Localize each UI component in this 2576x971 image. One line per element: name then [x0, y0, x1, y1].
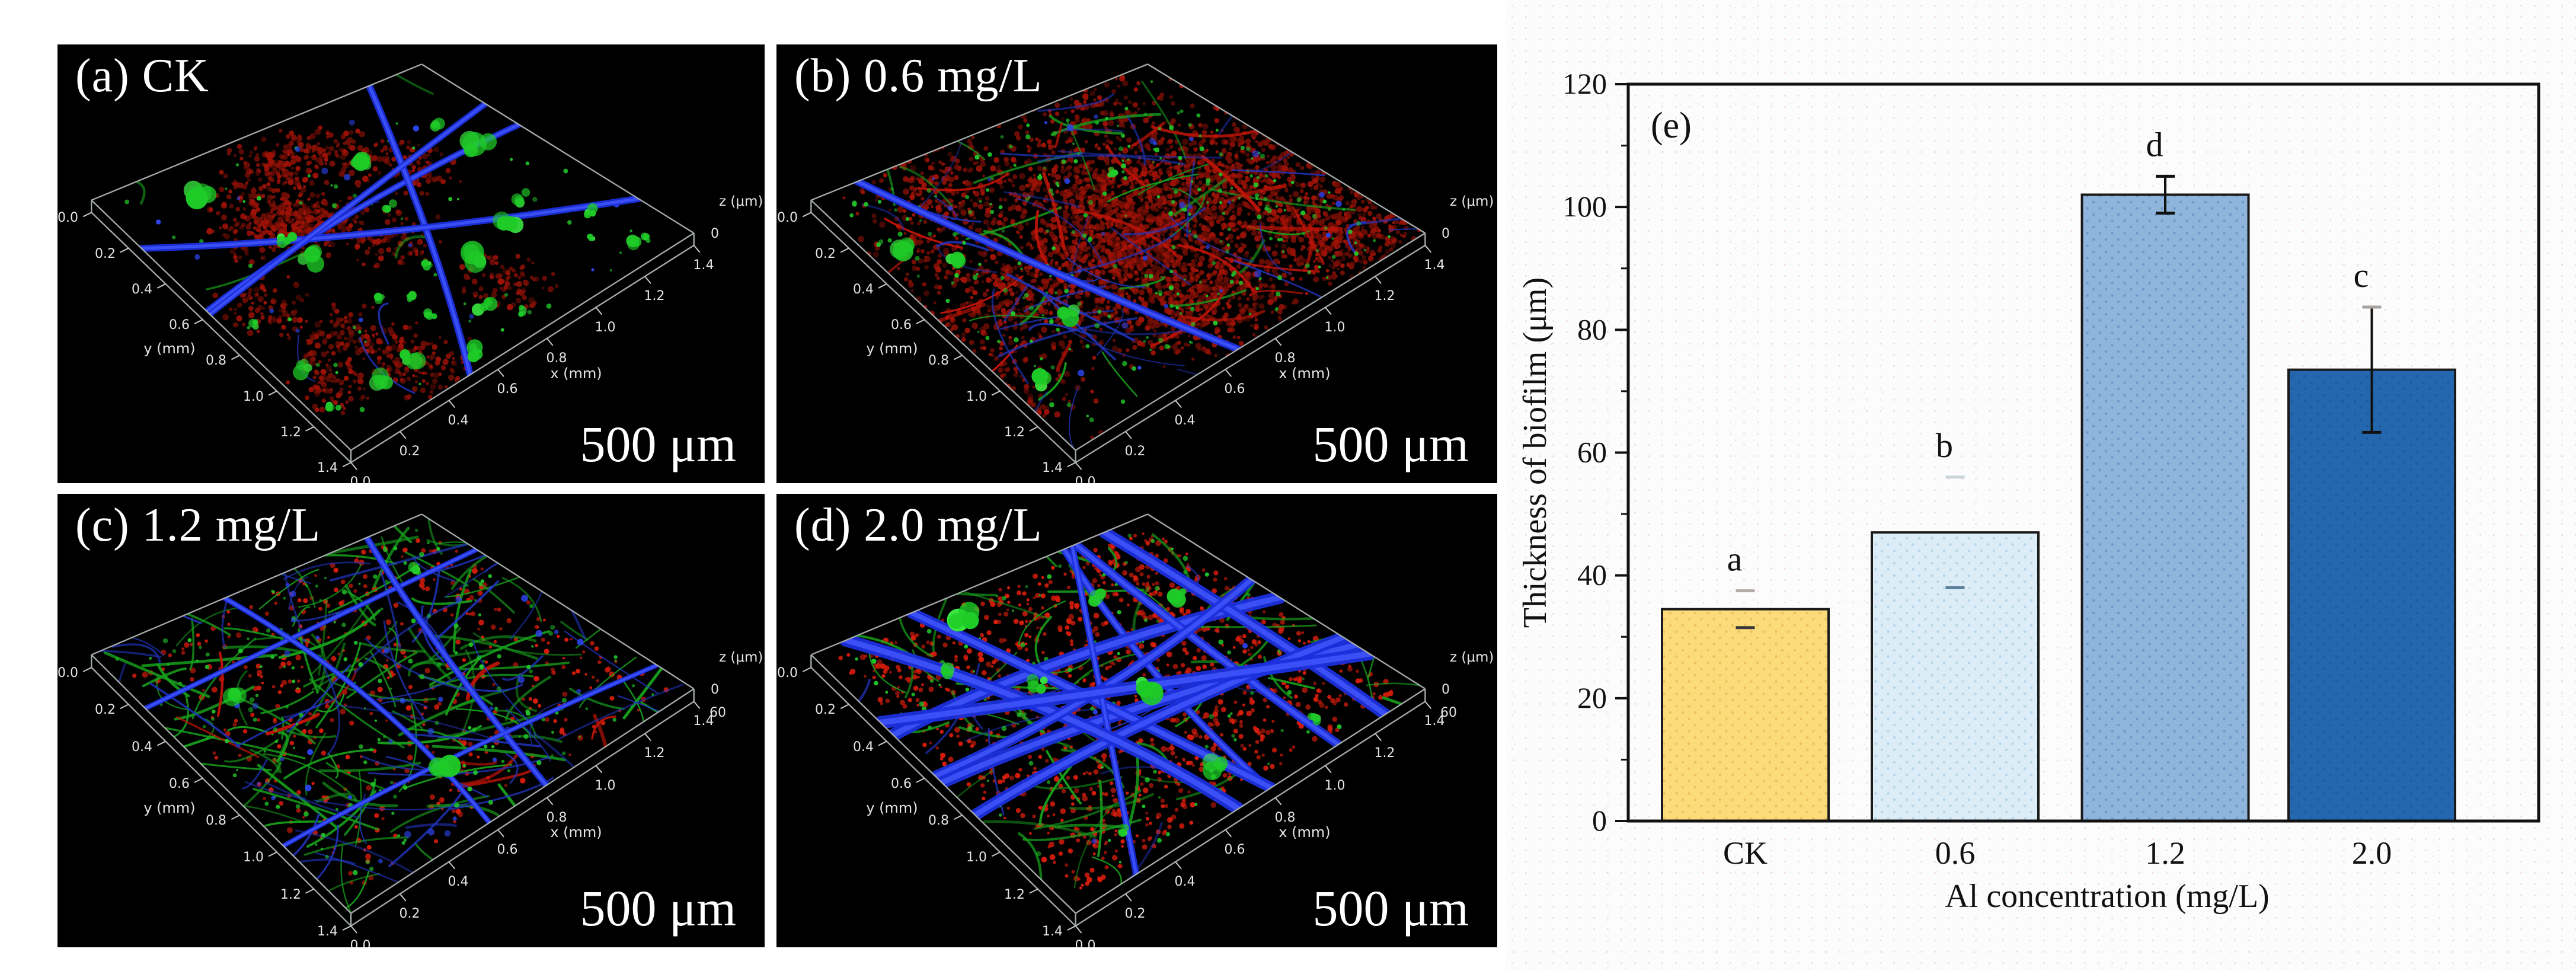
svg-text:1.4: 1.4 [317, 461, 338, 475]
micrograph-panel-d: 0.0 0.2 0.4 0.6 0.8 1.0 1.2 1.4 0.0 0.2 0.4 0.6 0.8 1… [776, 494, 1497, 947]
x-axis-title: Al concentration (mg/L) [1945, 878, 2269, 915]
panel-c-label: (c) 1.2 mg/L [75, 499, 321, 551]
3d-box-wireframe [810, 513, 1426, 927]
3d-axis-labels: 0.00.20.40.60.81.01.21.40.00.20.40.60.81… [777, 194, 1494, 483]
sig-letter-CK: a [1727, 540, 1743, 579]
svg-text:1.0: 1.0 [595, 320, 616, 335]
micrograph-panel-c: 0.0 0.2 0.4 0.6 0.8 1.0 1.2 1.4 0.0 0.2 0.4 0.6 0.8 1… [57, 494, 765, 947]
svg-text:x (mm): x (mm) [550, 365, 602, 382]
svg-text:0.2: 0.2 [399, 444, 420, 459]
svg-text:z (μm): z (μm) [719, 194, 763, 209]
error-bar-0.6 [1945, 475, 1965, 589]
x-tick-label-2.0: 2.0 [2352, 835, 2392, 871]
confocal-3d-render-c: 0.00.20.40.60.81.01.21.40.00.20.40.60.81… [57, 513, 763, 947]
confocal-3d-render-a: 0.0 0.2 0.4 0.6 0.8 1.0 1.2 1.4 0.0 0.2 0.4 0.6 0.8 1… [57, 63, 763, 483]
svg-text:0.6: 0.6 [497, 382, 518, 397]
bar-0.6 [1871, 531, 2040, 822]
svg-text:0.8: 0.8 [206, 353, 226, 368]
panel-d-label: (d) 2.0 mg/L [794, 499, 1043, 551]
3d-axis-labels: 0.00.20.40.60.81.01.21.40.00.20.40.60.81… [777, 650, 1494, 947]
error-bar-1.2 [2156, 174, 2175, 215]
panel-c-scale-bar-label: 500 μm [580, 880, 736, 937]
micrograph-panel-b: 0.0 0.2 0.4 0.6 0.8 1.0 1.2 1.4 0.0 0.2 0.4 0.6 0.8 1… [776, 44, 1497, 483]
biofilm-content [835, 64, 1426, 451]
sig-letter-2.0: c [2354, 256, 2369, 295]
x-tick-label-CK: CK [1723, 835, 1768, 871]
svg-text:0: 0 [711, 226, 719, 241]
bar-1.2 [2080, 193, 2250, 823]
svg-text:1.2: 1.2 [644, 289, 665, 304]
panel-d-scale-bar-label: 500 μm [1312, 880, 1469, 937]
svg-text:1.4: 1.4 [693, 258, 714, 273]
sig-letter-0.6: b [1936, 426, 1953, 465]
svg-text:1.2: 1.2 [280, 425, 301, 440]
panel-b-scale-bar-label: 500 μm [1312, 416, 1469, 472]
svg-text:0.0: 0.0 [350, 475, 371, 483]
bar-chart-panel-e: a CK b 0.6 d 1.2 c 2.0 0 20 40 60 80 100 120 Al concent… [1506, 0, 2576, 971]
error-bar-CK [1736, 589, 1755, 630]
panel-a-label: (a) CK [75, 50, 209, 102]
svg-text:0.4: 0.4 [448, 413, 469, 428]
confocal-3d-render-d: 0.00.20.40.60.81.01.21.40.00.20.40.60.81… [777, 513, 1494, 947]
svg-text:0.6: 0.6 [169, 318, 190, 333]
3d-box-wireframe [91, 513, 695, 927]
bar-CK [1661, 608, 1830, 822]
sig-letter-1.2: d [2146, 125, 2163, 164]
svg-text:0.8: 0.8 [546, 351, 567, 366]
biofilm-content [817, 514, 1426, 913]
y-axis-title: Thickness of biofilm (μm) [1517, 277, 1554, 628]
bar-2.0 [2287, 368, 2456, 822]
panel-a-scale-bar-label: 500 μm [580, 416, 736, 472]
3d-box-wireframe [810, 63, 1426, 464]
svg-text:1.0: 1.0 [243, 389, 264, 404]
biofilm-content [91, 514, 694, 913]
confocal-3d-render-b: 0.00.20.40.60.81.01.21.40.00.20.40.60.81… [777, 63, 1494, 483]
3d-box-wireframe [91, 63, 695, 464]
3d-axis-labels: 0.00.20.40.60.81.01.21.40.00.20.40.60.81… [57, 650, 763, 947]
panel-b-label: (b) 0.6 mg/L [794, 50, 1043, 102]
svg-text:0.2: 0.2 [95, 247, 116, 261]
micrograph-panel-a: 0.0 0.2 0.4 0.6 0.8 1.0 1.2 1.4 0.0 0.2 0.4 0.6 0.8 1… [57, 44, 765, 483]
x-tick-label-1.2: 1.2 [2145, 835, 2185, 871]
3d-axis-labels: 0.0 0.2 0.4 0.6 0.8 1.0 1.2 1.4 0.0 0.2 0.4 0.6 0.8 1… [57, 194, 763, 483]
svg-text:0.0: 0.0 [57, 210, 78, 225]
svg-text:0.4: 0.4 [132, 282, 152, 297]
error-bar-2.0 [2362, 305, 2382, 434]
svg-text:y (mm): y (mm) [143, 340, 195, 357]
x-tick-label-0.6: 0.6 [1935, 835, 1976, 871]
chart-panel-label: (e) [1651, 106, 1692, 146]
